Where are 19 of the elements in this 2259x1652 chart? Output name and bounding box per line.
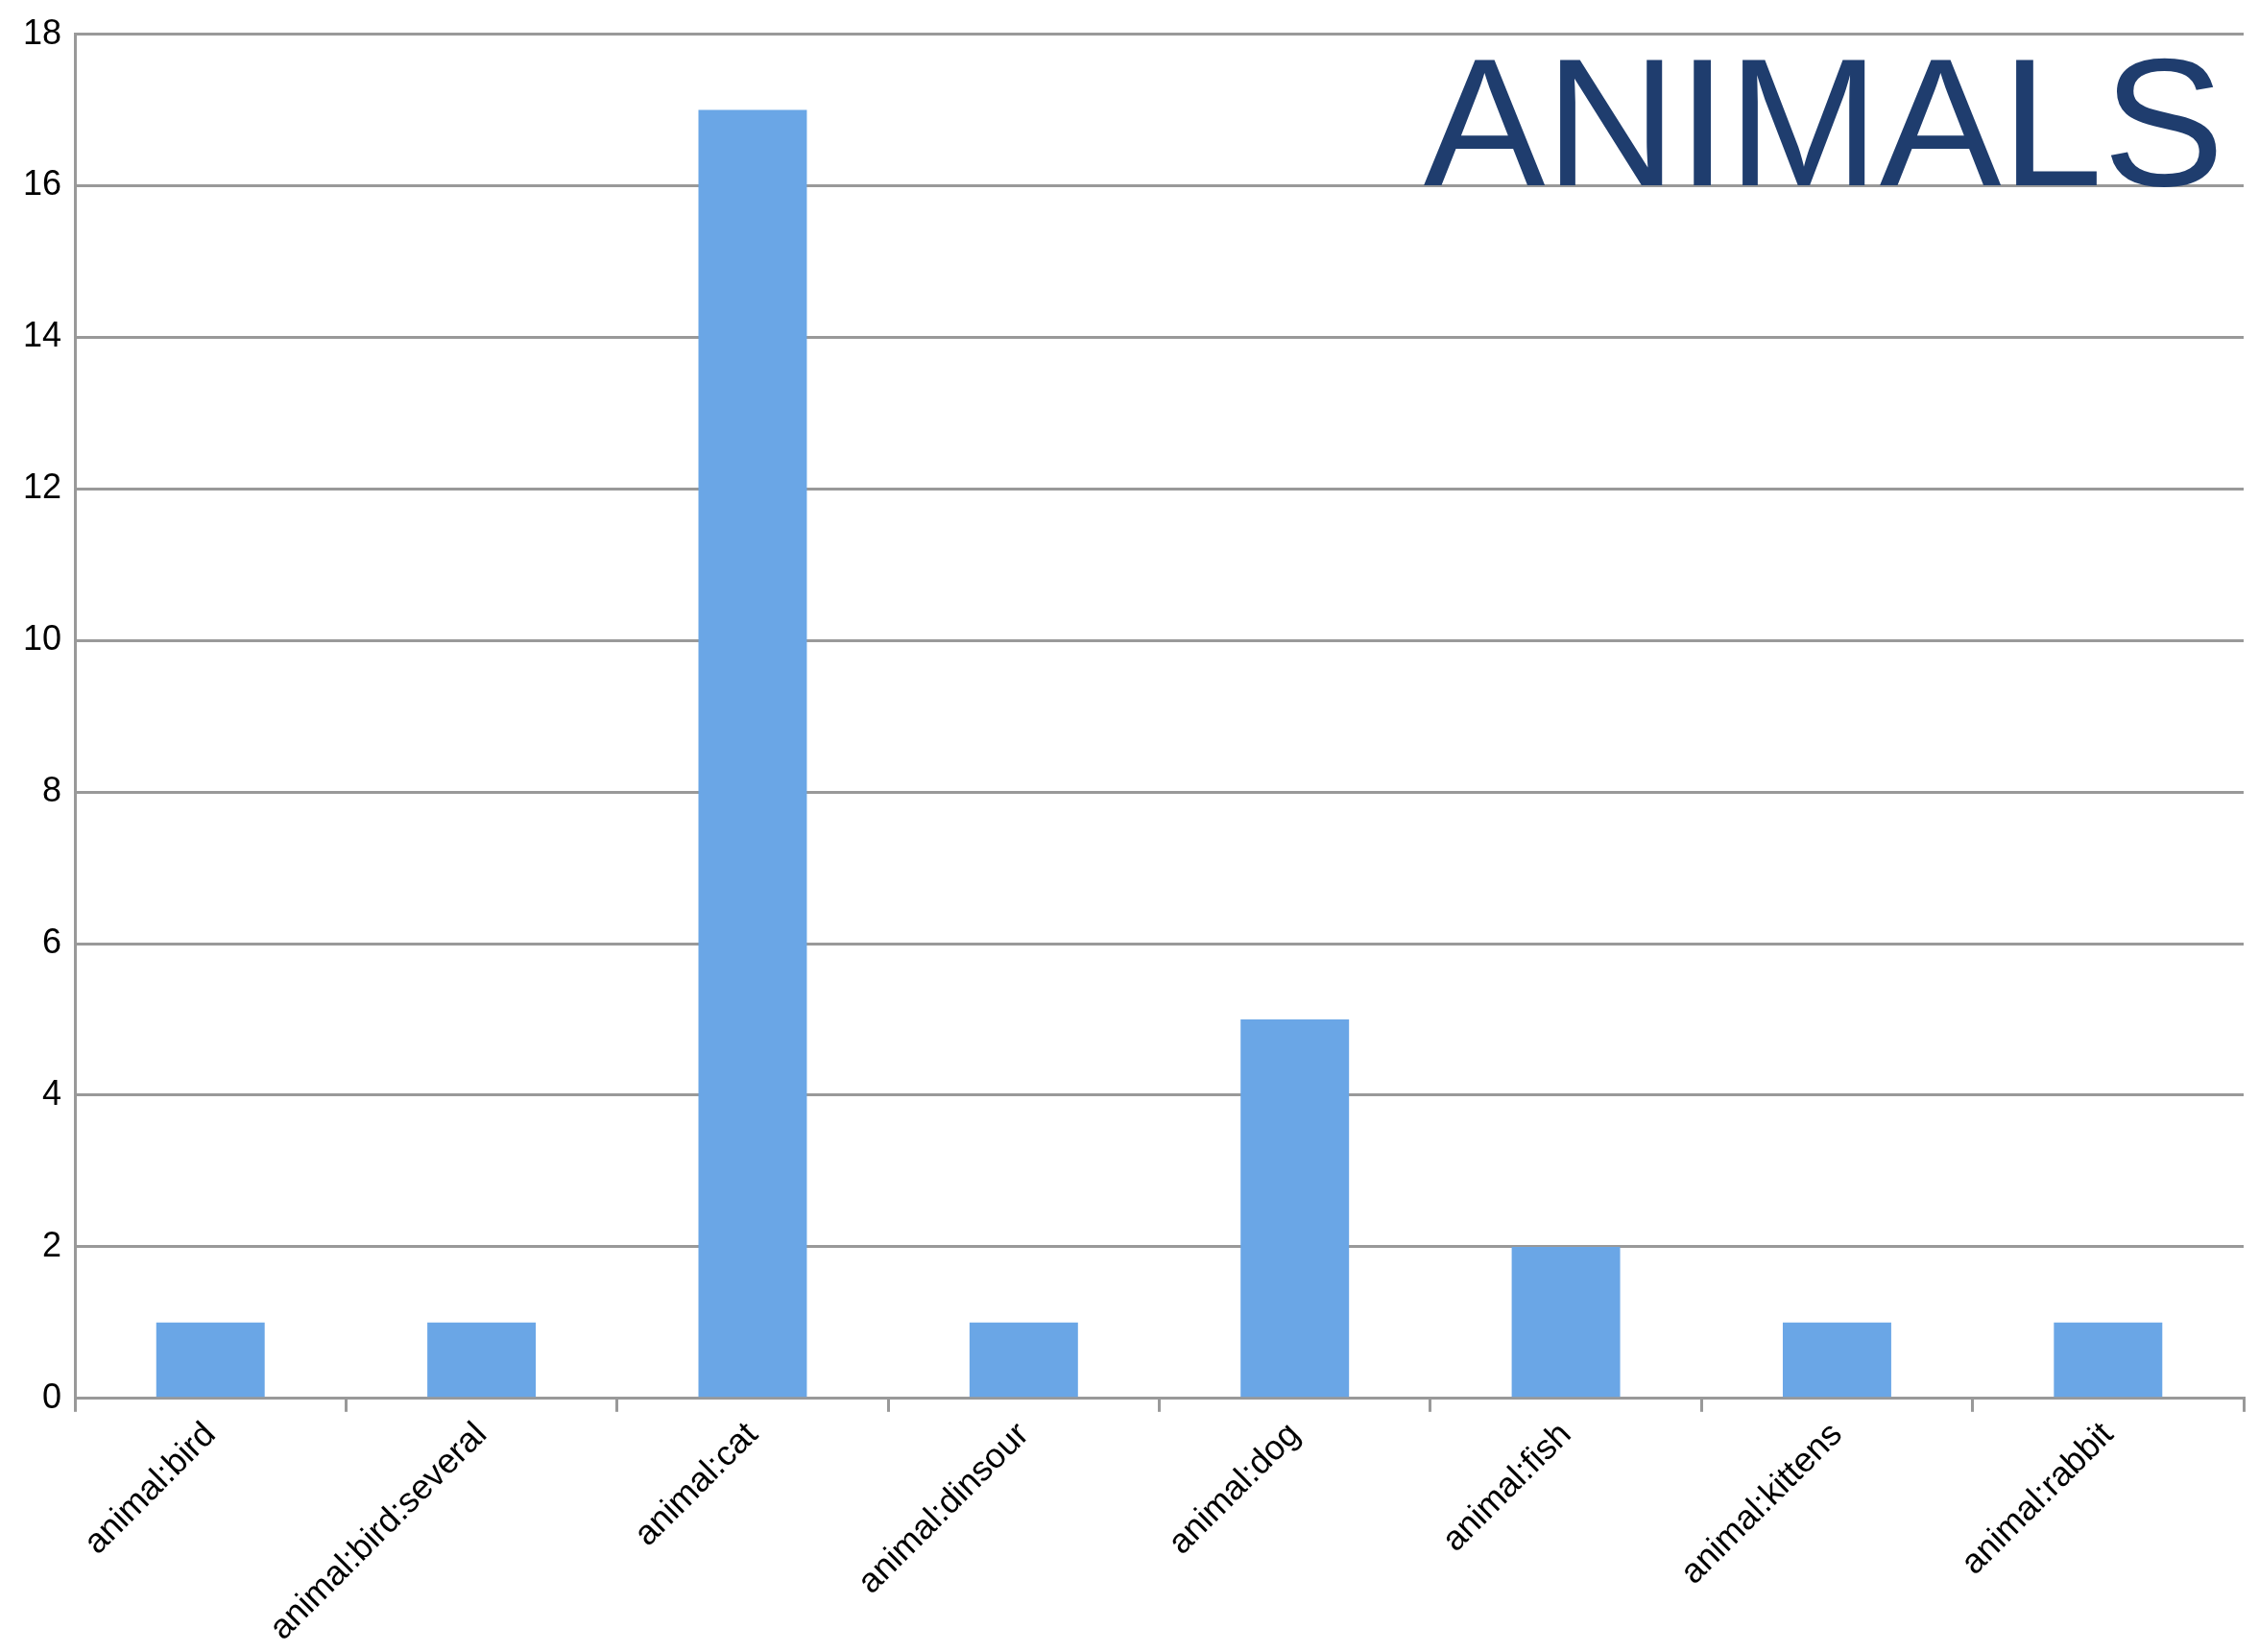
bar <box>1511 1246 1621 1398</box>
y-tick-label: 14 <box>23 315 62 355</box>
bar <box>427 1322 537 1398</box>
bar <box>2054 1322 2163 1398</box>
y-tick-label: 6 <box>42 922 62 961</box>
bar <box>156 1322 265 1398</box>
bar <box>969 1322 1078 1398</box>
y-tick-label: 0 <box>42 1376 62 1416</box>
bar <box>1240 1019 1350 1398</box>
y-tick-label: 18 <box>23 12 62 52</box>
y-tick-label: 16 <box>23 163 62 204</box>
y-tick-label: 12 <box>23 467 62 507</box>
bar <box>698 109 807 1398</box>
chart-title: ANIMALS <box>1423 19 2224 224</box>
y-tick-label: 4 <box>42 1072 62 1113</box>
bar <box>1782 1322 1891 1398</box>
y-tick-label: 8 <box>42 770 62 810</box>
y-tick-label: 10 <box>23 618 62 658</box>
y-tick-label: 2 <box>42 1224 62 1264</box>
